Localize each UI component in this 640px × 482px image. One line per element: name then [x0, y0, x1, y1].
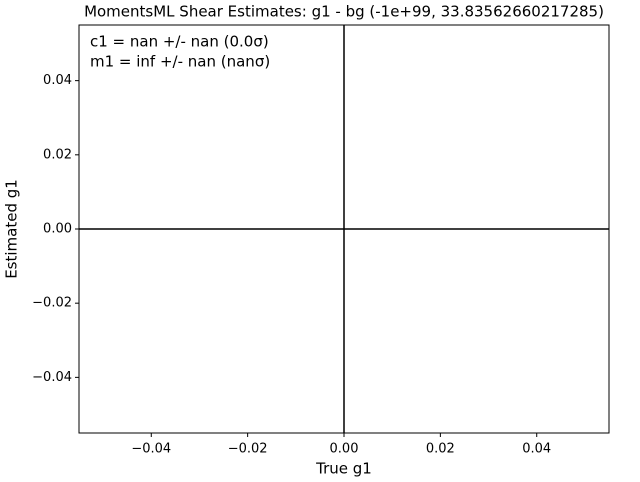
x-tick-label: 0.02	[426, 442, 455, 457]
y-tick-label: 0.00	[43, 222, 72, 237]
x-tick-label: 0.04	[522, 442, 551, 457]
chart-title: MomentsML Shear Estimates: g1 - bg (-1e+…	[84, 3, 604, 21]
y-tick-label: 0.02	[43, 147, 72, 162]
x-tick-label: 0.00	[330, 442, 359, 457]
y-tick-label: 0.04	[43, 73, 72, 88]
x-axis-label: True g1	[315, 460, 372, 478]
x-tick-label: −0.04	[131, 442, 171, 457]
x-tick-label: −0.02	[228, 442, 268, 457]
y-tick-label: −0.02	[32, 296, 72, 311]
annotation: c1 = nan +/- nan (0.0σ)	[90, 33, 269, 51]
y-axis-label: Estimated g1	[3, 179, 21, 279]
annotation: m1 = inf +/- nan (nanσ)	[90, 53, 270, 71]
plot-frame	[78, 24, 610, 434]
y-tick-label: −0.04	[32, 370, 72, 385]
